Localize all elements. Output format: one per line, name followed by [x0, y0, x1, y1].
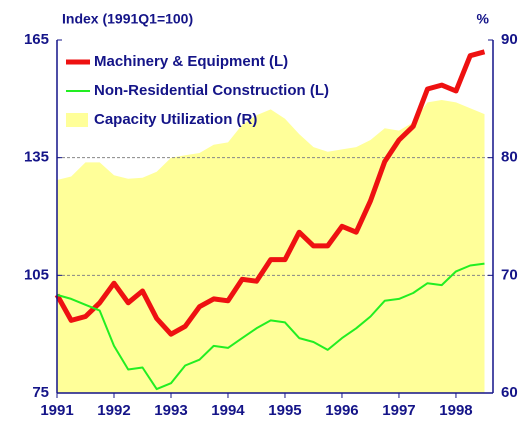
- x-tick-label: 1991: [40, 402, 73, 419]
- x-tick-label: 1995: [268, 402, 301, 419]
- x-tick-label: 1993: [154, 402, 187, 419]
- series-line: [56, 262, 485, 391]
- x-tick-label: 1992: [97, 402, 130, 419]
- y-tick-label: 105: [24, 266, 49, 283]
- area-layer: [57, 100, 485, 393]
- y2-tick-label: 70: [501, 266, 518, 283]
- x-tick-label: 1997: [382, 402, 415, 419]
- legend-label: Capacity Utilization (R): [94, 111, 257, 128]
- y2-tick-label: 60: [501, 384, 518, 401]
- axis-layer: 75 105 135 165 60 70 80 90 1991 1992 1993 1994 1995 1…: [24, 31, 518, 419]
- x-tick-label: 1994: [211, 402, 245, 419]
- y-tick-label: 165: [24, 31, 49, 48]
- line-layer: [54, 49, 486, 391]
- legend-label: Non-Residential Construction (L): [94, 82, 329, 99]
- series-area: [57, 100, 485, 393]
- x-tick-label: 1996: [325, 402, 358, 419]
- series-line: [54, 49, 486, 337]
- legend-label: Machinery & Equipment (L): [94, 53, 288, 70]
- y-tick-label: 75: [32, 384, 49, 401]
- y-tick-label: 135: [24, 149, 49, 166]
- legend-key: [66, 113, 88, 127]
- y2-tick-label: 80: [501, 149, 518, 166]
- y-axis-title: Index (1991Q1=100): [62, 11, 193, 27]
- x-tick-label: 1998: [439, 402, 472, 419]
- y2-axis-title: %: [477, 11, 490, 27]
- y2-tick-label: 90: [501, 31, 518, 48]
- grid-layer: [57, 157, 493, 276]
